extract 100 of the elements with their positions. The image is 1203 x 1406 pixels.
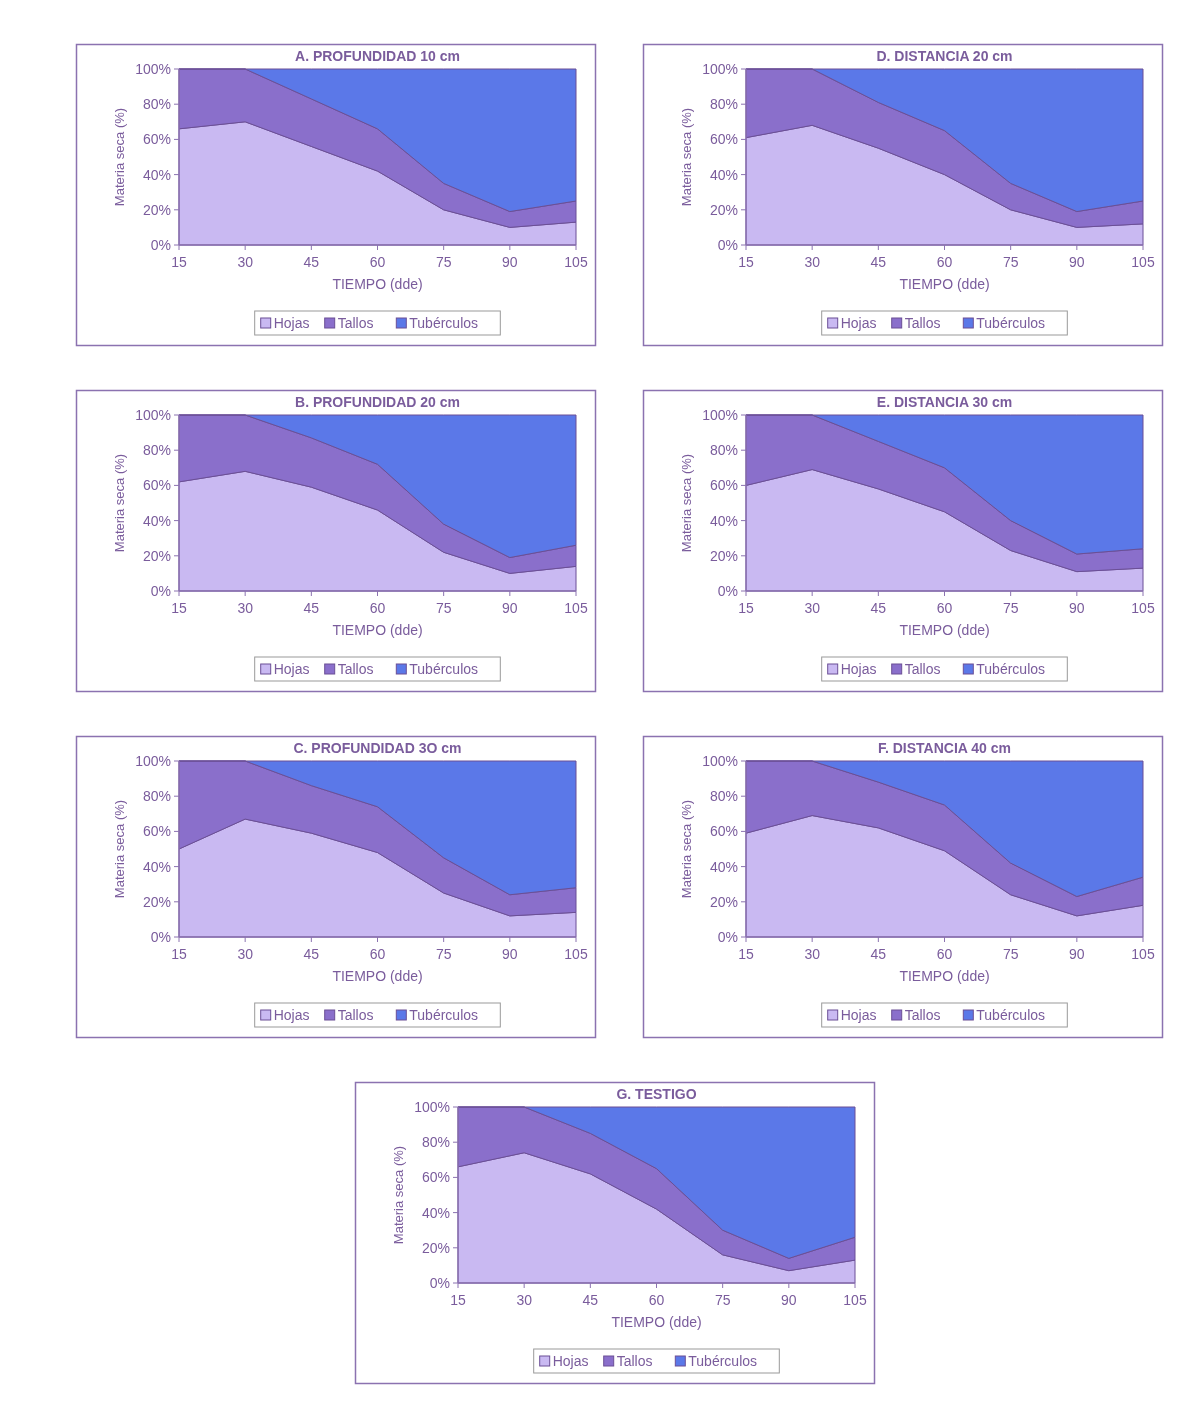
legend-label: Hojas <box>273 661 310 677</box>
x-tick-label: 75 <box>1002 946 1019 962</box>
chart-title: F. DISTANCIA 40 cm <box>877 740 1012 756</box>
y-tick-label: 100% <box>702 60 738 77</box>
y-axis-title: Materia seca (%) <box>679 107 694 207</box>
chart-title: E. DISTANCIA 30 cm <box>876 394 1013 410</box>
x-tick-label: 45 <box>870 946 887 962</box>
x-tick-label: 60 <box>648 1292 665 1308</box>
y-tick-label: 40% <box>142 858 171 875</box>
y-tick-label: 60% <box>709 823 738 840</box>
y-tick-label: 0% <box>717 236 738 253</box>
legend-label: Hojas <box>840 661 877 677</box>
legend-label: Tubérculos <box>688 1353 758 1369</box>
y-tick-label: 0% <box>150 236 171 253</box>
x-tick-label: 45 <box>303 254 320 270</box>
legend-label: Tallos <box>337 1007 374 1023</box>
y-tick-label: 40% <box>709 166 738 183</box>
x-tick-label: 15 <box>450 1292 466 1308</box>
y-tick-label: 60% <box>142 823 171 840</box>
y-tick-label: 60% <box>709 131 738 148</box>
x-axis-title: TIEMPO (dde) <box>332 622 423 638</box>
x-tick-label: 75 <box>1002 600 1019 616</box>
x-axis-title: TIEMPO (dde) <box>899 968 990 984</box>
legend-label: Tallos <box>904 661 941 677</box>
x-tick-label: 60 <box>936 254 953 270</box>
y-tick-label: 60% <box>142 477 171 494</box>
x-tick-label: 30 <box>804 600 821 616</box>
x-tick-label: 45 <box>870 254 887 270</box>
x-tick-label: 75 <box>714 1292 731 1308</box>
x-axis-title: TIEMPO (dde) <box>611 1314 702 1330</box>
x-tick-label: 30 <box>804 254 821 270</box>
chart-title: A. PROFUNDIDAD 10 cm <box>295 48 460 64</box>
y-tick-label: 0% <box>429 1274 450 1291</box>
y-tick-label: 0% <box>717 928 738 945</box>
legend-label: Tallos <box>337 661 374 677</box>
x-tick-label: 45 <box>303 946 320 962</box>
y-tick-label: 100% <box>135 752 171 769</box>
y-tick-label: 80% <box>142 788 171 805</box>
y-tick-label: 80% <box>709 96 738 113</box>
x-tick-label: 15 <box>738 254 754 270</box>
y-tick-label: 0% <box>150 582 171 599</box>
x-tick-label: 30 <box>516 1292 533 1308</box>
y-axis-title: Materia seca (%) <box>112 453 127 553</box>
x-tick-label: 30 <box>804 946 821 962</box>
y-tick-label: 20% <box>142 547 171 564</box>
y-tick-label: 80% <box>142 96 171 113</box>
x-tick-label: 105 <box>564 600 588 616</box>
y-axis-title: Materia seca (%) <box>679 799 694 899</box>
legend-label: Tallos <box>337 315 374 331</box>
y-axis-title: Materia seca (%) <box>112 107 127 207</box>
x-tick-label: 90 <box>1069 946 1085 962</box>
x-tick-label: 75 <box>435 600 452 616</box>
y-tick-label: 100% <box>414 1098 450 1115</box>
legend-label: Tubérculos <box>976 315 1046 331</box>
legend-label: Hojas <box>840 315 877 331</box>
y-tick-label: 80% <box>142 442 171 459</box>
x-tick-label: 60 <box>936 946 953 962</box>
x-tick-label: 105 <box>843 1292 867 1308</box>
y-tick-label: 40% <box>709 512 738 529</box>
y-axis-title: Materia seca (%) <box>112 799 127 899</box>
y-tick-label: 100% <box>135 60 171 77</box>
x-tick-label: 60 <box>369 600 386 616</box>
y-tick-label: 20% <box>421 1239 450 1256</box>
x-tick-label: 45 <box>582 1292 599 1308</box>
legend-label: Tubérculos <box>409 661 479 677</box>
x-tick-label: 90 <box>1069 254 1085 270</box>
x-tick-label: 60 <box>936 600 953 616</box>
x-tick-label: 30 <box>237 600 254 616</box>
y-tick-label: 20% <box>142 201 171 218</box>
legend-label: Tubérculos <box>409 1007 479 1023</box>
legend-label: Tallos <box>616 1353 653 1369</box>
x-tick-label: 75 <box>435 946 452 962</box>
y-tick-label: 0% <box>717 582 738 599</box>
chart-title: D. DISTANCIA 20 cm <box>876 48 1013 64</box>
legend-label: Tubérculos <box>976 661 1046 677</box>
legend-label: Tallos <box>904 315 941 331</box>
y-tick-label: 80% <box>709 788 738 805</box>
x-tick-label: 105 <box>564 254 588 270</box>
x-tick-label: 90 <box>781 1292 797 1308</box>
y-tick-label: 20% <box>709 201 738 218</box>
x-tick-label: 105 <box>1131 600 1155 616</box>
y-tick-label: 20% <box>142 893 171 910</box>
y-tick-label: 20% <box>709 547 738 564</box>
x-tick-label: 15 <box>738 600 754 616</box>
x-axis-title: TIEMPO (dde) <box>899 276 990 292</box>
legend-label: Tubérculos <box>976 1007 1046 1023</box>
legend-label: Hojas <box>840 1007 877 1023</box>
x-tick-label: 45 <box>870 600 887 616</box>
y-tick-label: 60% <box>709 477 738 494</box>
y-tick-label: 40% <box>142 512 171 529</box>
x-tick-label: 30 <box>237 946 254 962</box>
x-tick-label: 60 <box>369 946 386 962</box>
legend-label: Hojas <box>273 1007 310 1023</box>
legend-label: Hojas <box>273 315 310 331</box>
x-axis-title: TIEMPO (dde) <box>332 968 423 984</box>
y-tick-label: 60% <box>421 1169 450 1186</box>
x-tick-label: 15 <box>171 254 187 270</box>
y-tick-label: 100% <box>702 406 738 423</box>
y-tick-label: 40% <box>421 1204 450 1221</box>
x-tick-label: 105 <box>1131 946 1155 962</box>
